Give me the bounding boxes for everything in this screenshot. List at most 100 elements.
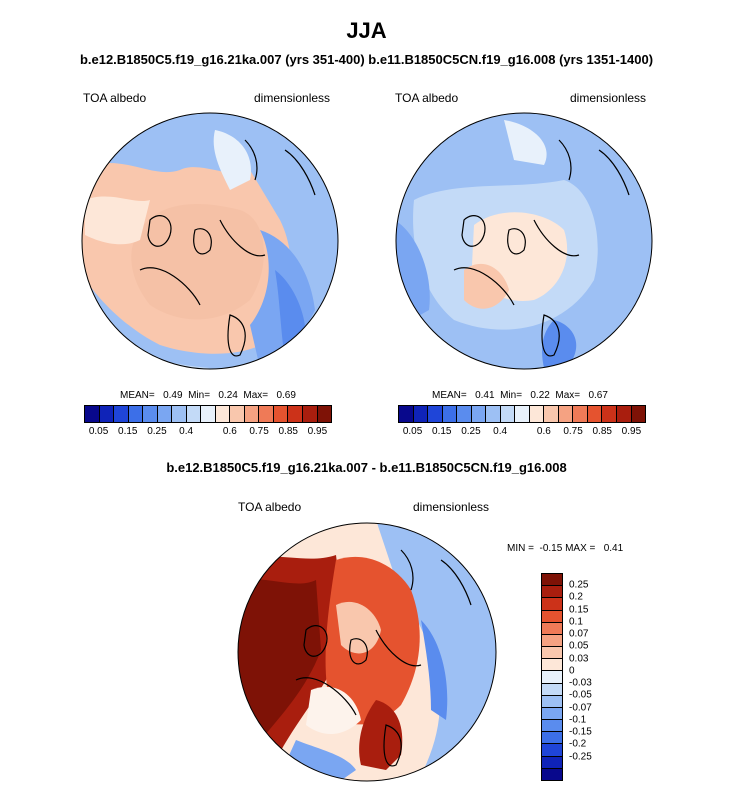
diff-polar-map [237, 522, 497, 782]
diff-colorbar-color-box [542, 610, 562, 623]
panel2-colorbar-color-box [500, 406, 516, 422]
diff-colorbar: 0.25 0.2 0.15 0.1 0.07 0.05 0.03 0 -0.03 -0.05 -0.… [541, 573, 592, 781]
diff-stats: MIN = -0.15 MAX = 0.41 [507, 543, 624, 554]
panel2-stats: MEAN= 0.41 Min= 0.22 Max= 0.67 [432, 390, 608, 401]
panel1-colorbar-color-box [244, 406, 260, 422]
diff-colorbar-color-box [542, 732, 562, 745]
panel1-colorbar-color-box [288, 406, 303, 422]
panel2-colorbar-color-box [558, 406, 574, 422]
panel1-colorbar-color-box [114, 406, 129, 422]
panel2-colorbar-tick-label: 0.15 [432, 426, 452, 437]
panel1-colorbar-color-box [85, 406, 100, 422]
diff-colorbar-color-box [542, 598, 562, 611]
panel2-colorbar-color-box [442, 406, 458, 422]
panel2-colorbar-color-box [587, 406, 603, 422]
panel1-colorbar-color-box [99, 406, 115, 422]
panel1-colorbar-tick-label: 0.25 [147, 426, 167, 437]
panel1-colorbar-tick-label: 0.95 [307, 426, 328, 437]
panel1-colorbar-tick-label: 0.05 [88, 426, 109, 437]
diff-colorbar-color-box [542, 671, 562, 684]
diff-colorbar-tick-label: -0.1 [569, 714, 587, 726]
diff-colorbar-tick-label: 0.25 [569, 579, 589, 591]
panel1-colorbar-color-box [186, 406, 202, 422]
panel2-polar-map [395, 112, 653, 370]
diff-colorbar-tick-label: -0.25 [569, 751, 592, 763]
diff-colorbar-color-box [542, 744, 562, 757]
diff-colorbar-color-box [542, 707, 562, 721]
diff-colorbar-color-box [542, 622, 562, 635]
diff-colorbar-color-box [542, 683, 562, 696]
panel2-colorbar-tick-label: 0.75 [563, 426, 583, 437]
panel1-stats: MEAN= 0.49 Min= 0.24 Max= 0.69 [120, 390, 296, 401]
difference-title: b.e12.B1850C5.f19_g16.21ka.007 - b.e11.B… [166, 460, 567, 475]
panel1-colorbar-color-box [273, 406, 289, 422]
diff-colorbar-color-box [542, 756, 562, 769]
panel2-colorbar-color-box [544, 406, 559, 422]
diff-colorbar-tick-label: -0.03 [569, 677, 592, 689]
panel1-colorbar-tick-label: 0.15 [118, 426, 138, 437]
page-title: JJA [346, 18, 387, 43]
panel1-colorbar-color-box [143, 406, 158, 422]
panel2-colorbar-tick-label: 0.05 [402, 426, 423, 437]
panel2-colorbar-tick-label: 0.95 [621, 426, 642, 437]
panel1-colorbar-color-box [215, 406, 231, 422]
panel1-colorbar-color-box [201, 406, 216, 422]
panel2-colorbar-color-box [413, 406, 429, 422]
diff-colorbar-color-box [542, 768, 562, 780]
panel2-colorbar-color-box [602, 406, 617, 422]
panel2-colorbar-color-box [486, 406, 501, 422]
diff-units-label: dimensionless [413, 500, 490, 514]
panel2-colorbar: 0.05 0.15 0.25 0.4 0.6 0.75 0.85 0.95 [398, 405, 646, 440]
panel1-colorbar-color-box [157, 406, 173, 422]
diff-colorbar-color-box [542, 634, 562, 648]
panel1-colorbar-tick-label: 0.85 [278, 426, 298, 437]
panel1-polar-map [81, 112, 339, 370]
panel2-colorbar-color-box [631, 406, 646, 422]
diff-colorbar-tick-label: 0 [569, 665, 575, 677]
panel1-colorbar-color-box [172, 406, 187, 422]
diff-colorbar-color-box [542, 720, 562, 733]
panel1-colorbar-color-box [259, 406, 274, 422]
diff-colorbar-color-box [542, 586, 562, 599]
panel1-colorbar-tick-label: 0.4 [179, 426, 194, 437]
panel2-colorbar-color-box [573, 406, 588, 422]
panel1-colorbar-color-box [302, 406, 318, 422]
panel2-colorbar-tick-label: 0.6 [536, 426, 551, 437]
panel2-colorbar-tick-label: 0.4 [493, 426, 508, 437]
panel2-colorbar-color-box [515, 406, 530, 422]
panel1-colorbar-color-box [317, 406, 332, 422]
diff-colorbar-tick-label: 0.2 [569, 591, 583, 603]
panel1-colorbar-color-box [128, 406, 144, 422]
panel1-colorbar-tick-label: 0.6 [222, 426, 237, 437]
panel2-colorbar-color-box [428, 406, 443, 422]
panel1-colorbar-tick-label: 0.75 [249, 426, 269, 437]
panel2-variable-label: TOA albedo [395, 91, 459, 105]
diff-colorbar-tick-label: 0.05 [569, 640, 589, 652]
diff-colorbar-tick-label: 0.03 [569, 653, 589, 665]
panel2-colorbar-color-box [529, 406, 545, 422]
panel2-colorbar-tick-label: 0.85 [592, 426, 612, 437]
diff-colorbar-color-box [542, 659, 562, 672]
diff-variable-label: TOA albedo [238, 500, 302, 514]
page-subtitle: b.e12.B1850C5.f19_g16.21ka.007 (yrs 351-… [79, 52, 654, 67]
panel2-colorbar-tick-label: 0.25 [461, 426, 481, 437]
panel2-colorbar-color-box [616, 406, 632, 422]
panel1-colorbar-color-box [230, 406, 245, 422]
diff-colorbar-tick-label: -0.07 [569, 702, 592, 714]
diff-colorbar-color-box [542, 647, 562, 660]
panel1-variable-label: TOA albedo [83, 91, 147, 105]
panel1-units-label: dimensionless [254, 91, 331, 105]
diff-colorbar-tick-label: -0.05 [569, 689, 592, 701]
diff-colorbar-tick-label: 0.15 [569, 604, 589, 616]
diff-colorbar-tick-label: 0.1 [569, 616, 583, 628]
diff-colorbar-color-box [542, 695, 562, 708]
diff-colorbar-tick-label: 0.07 [569, 628, 589, 640]
diff-colorbar-tick-label: -0.15 [569, 726, 592, 738]
panel1-colorbar: 0.05 0.15 0.25 0.4 0.6 0.75 0.85 0.95 [84, 405, 332, 440]
panel2-colorbar-color-box [471, 406, 487, 422]
panel2-colorbar-color-box [399, 406, 414, 422]
panel2-units-label: dimensionless [570, 91, 647, 105]
diff-colorbar-color-box [542, 574, 562, 587]
diff-colorbar-tick-label: -0.2 [569, 738, 587, 750]
panel2-colorbar-color-box [457, 406, 472, 422]
